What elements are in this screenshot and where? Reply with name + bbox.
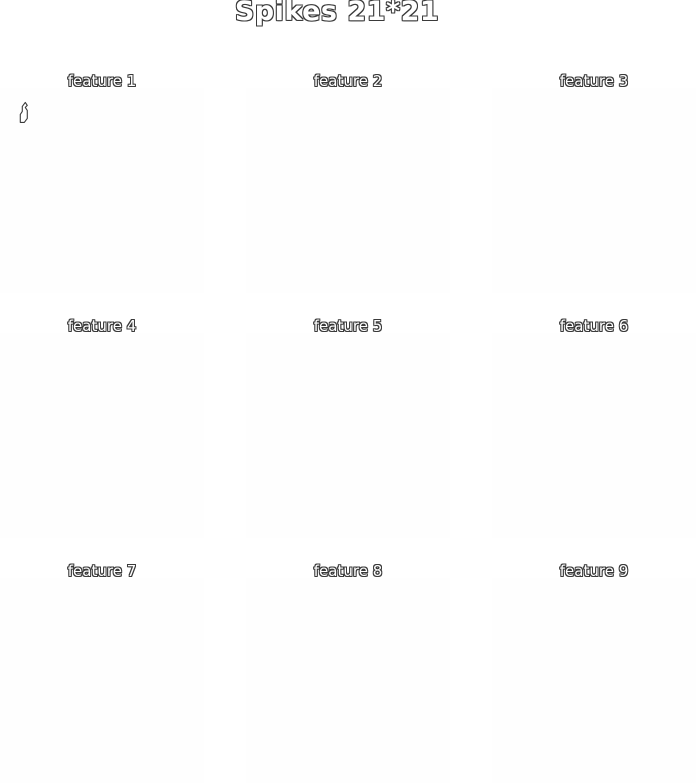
feature-panel-6: feature 6: [492, 318, 696, 538]
panel-plot: [492, 88, 696, 293]
panel-plot: [246, 578, 450, 783]
feature-panel-5: feature 5: [246, 318, 450, 538]
panel-title: feature 7: [67, 562, 137, 580]
panel-plot: [246, 88, 450, 293]
panel-plot: [246, 333, 450, 538]
chart-title: Spikes 21*21: [234, 0, 440, 27]
panel-plot: [492, 333, 696, 538]
panel-title: feature 5: [313, 317, 383, 335]
panel-plot: [492, 578, 696, 783]
feature-panel-3: feature 3: [492, 73, 696, 293]
panel-title: feature 4: [67, 317, 137, 335]
panel-title: feature 8: [313, 562, 383, 580]
feature-panel-2: feature 2: [246, 73, 450, 293]
panel-title: feature 1: [67, 72, 137, 90]
panel-plot: [19, 101, 28, 123]
panel-title: feature 2: [313, 72, 383, 90]
panel-title: feature 6: [559, 317, 629, 335]
feature-panel-7: feature 7: [0, 563, 204, 783]
feature-panel-1: feature 1: [0, 73, 204, 293]
feature-panel-9: feature 9: [492, 563, 696, 783]
panel-title: feature 3: [559, 72, 629, 90]
panel-title: feature 9: [559, 562, 629, 580]
feature-panel-8: feature 8: [246, 563, 450, 783]
panel-plot: [0, 333, 204, 538]
panel-plot: [0, 578, 204, 783]
spike-mark: [19, 101, 28, 123]
feature-panel-4: feature 4: [0, 318, 204, 538]
